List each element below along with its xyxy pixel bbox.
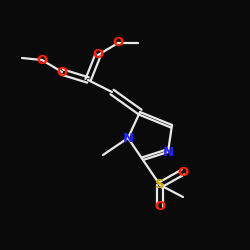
Text: O: O — [36, 54, 48, 66]
Text: N: N — [162, 146, 173, 158]
Text: O: O — [112, 36, 124, 50]
Text: O: O — [92, 48, 104, 62]
Text: O: O — [178, 166, 189, 178]
Text: N: N — [122, 132, 134, 144]
Text: S: S — [155, 178, 165, 192]
Text: O: O — [154, 200, 166, 213]
Text: O: O — [56, 66, 68, 78]
